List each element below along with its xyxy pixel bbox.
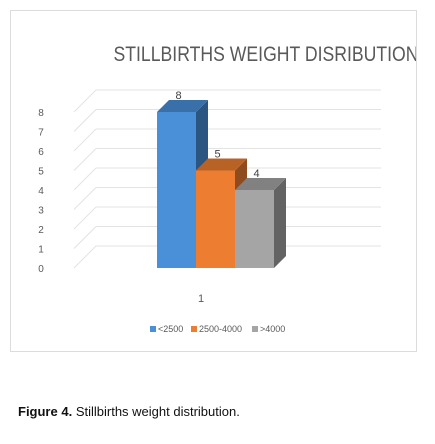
y-axis-ticks: 0 1 2 3 4 5 6 7 8 (38, 108, 44, 275)
legend-label: >4000 (260, 324, 285, 334)
legend-item-1: 2500-4000 (191, 324, 242, 334)
figure-caption-label: Figure 4. (18, 404, 73, 419)
grid-line-depth-7 (73, 109, 97, 132)
grid-line-depth-3 (73, 187, 97, 210)
grid-line-depth-1 (73, 226, 97, 249)
data-label-0: 8 (175, 90, 181, 102)
legend-swatch (252, 326, 258, 332)
bar-2 (235, 178, 286, 268)
legend-swatch (191, 326, 197, 332)
grid-line-depth-0 (73, 245, 97, 269)
x-axis-ticks: 1 (198, 293, 204, 305)
y-tick-label: 3 (38, 206, 44, 217)
y-tick-label: 4 (38, 186, 44, 197)
chart-svg: STILLBIRTHS WEIGHT DISRIBUTION 0 1 2 3 4 5 6 7 8… (38, 43, 417, 334)
chart-frame: STILLBIRTHS WEIGHT DISRIBUTION 0 1 2 3 4 5 6 7 8… (10, 10, 417, 352)
legend-label: <2500 (158, 324, 183, 334)
grid-line-depth-4 (73, 167, 97, 191)
y-tick-label: 2 (38, 225, 44, 236)
y-tick-label: 5 (38, 167, 44, 178)
x-tick-label: 1 (198, 293, 204, 305)
legend-item-2: >4000 (252, 324, 285, 334)
grid-line-depth-2 (73, 206, 97, 230)
legend-item-0: <2500 (150, 324, 183, 334)
figure-caption: Figure 4. Stillbirths weight distributio… (18, 404, 240, 419)
legend: <2500 2500-4000 >4000 (150, 324, 285, 334)
grid-line-depth-8 (73, 89, 97, 113)
chart-title: STILLBIRTHS WEIGHT DISRIBUTION (114, 43, 417, 66)
grid-line-depth-5 (73, 148, 97, 171)
y-tick-label: 0 (38, 264, 44, 275)
data-label-2: 4 (253, 168, 259, 180)
y-tick-label: 6 (38, 147, 44, 158)
legend-label: 2500-4000 (199, 324, 242, 334)
grid-line-depth-6 (73, 128, 97, 152)
y-tick-label: 1 (38, 245, 44, 256)
y-tick-label: 8 (38, 108, 44, 119)
data-labels: 8 5 4 (175, 90, 259, 180)
figure-caption-text: Stillbirths weight distribution. (75, 404, 240, 419)
bars (157, 100, 286, 268)
y-tick-label: 7 (38, 128, 44, 139)
data-label-1: 5 (214, 149, 220, 161)
legend-swatch (150, 326, 156, 332)
